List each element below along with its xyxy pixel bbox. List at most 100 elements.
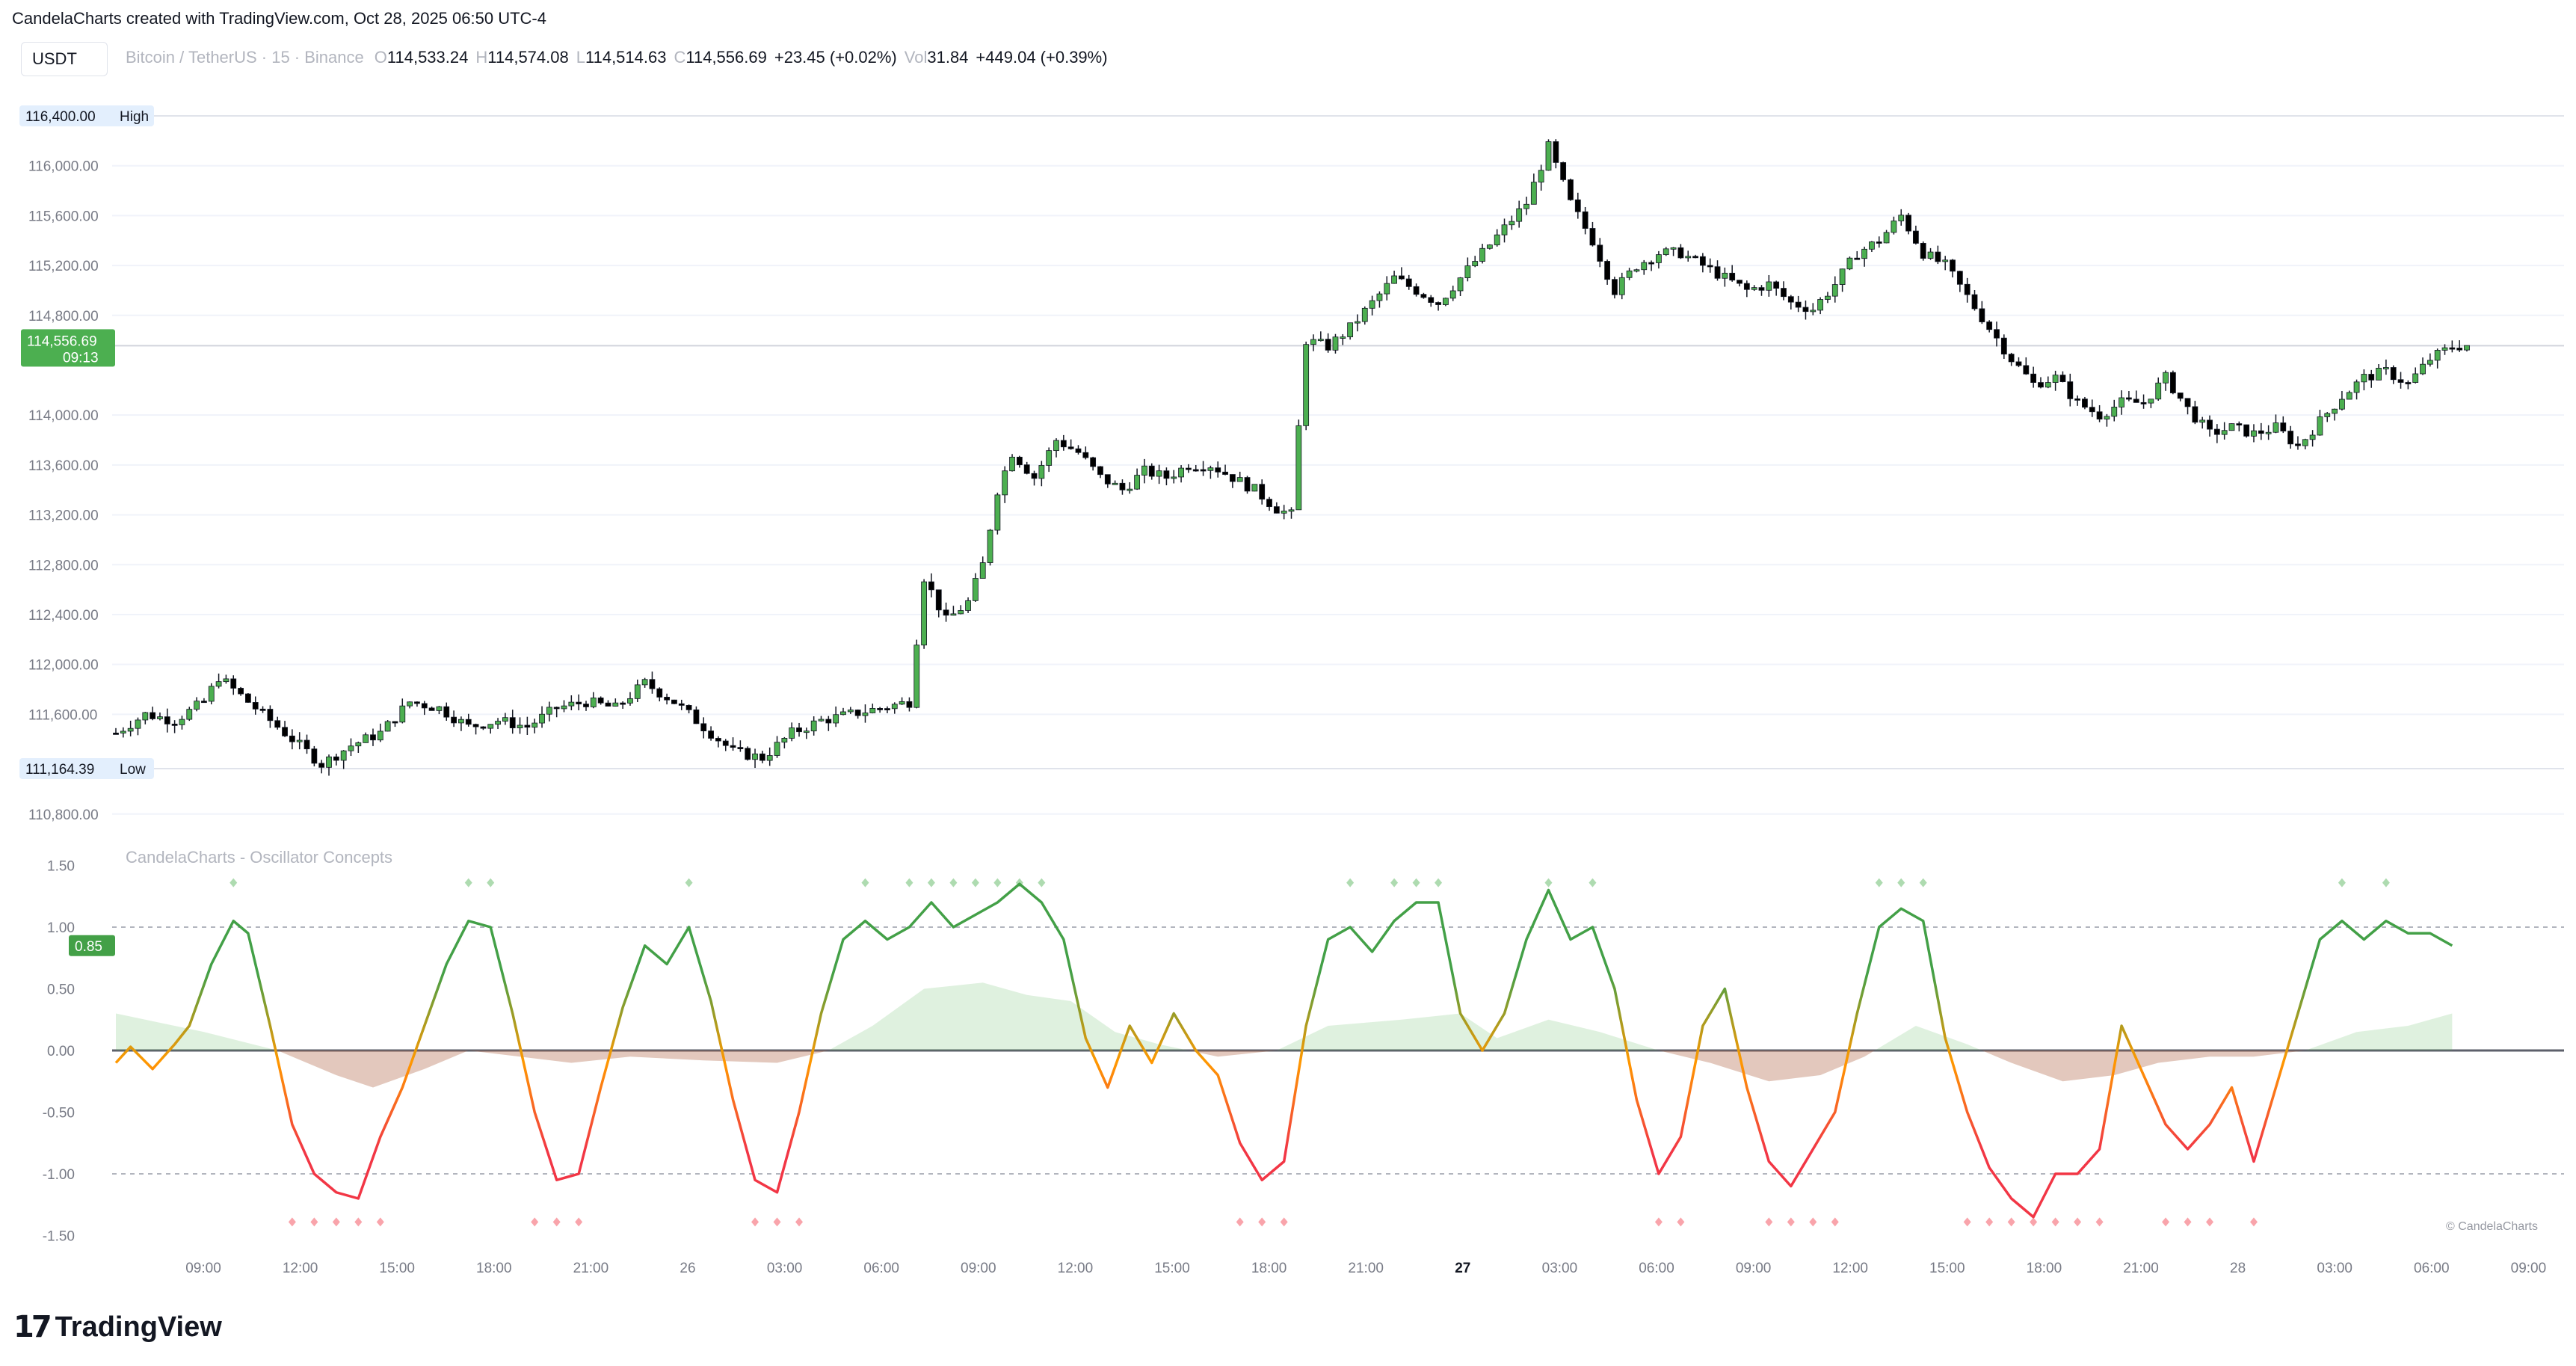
candle-bear (656, 688, 663, 698)
candle-bear (730, 745, 736, 748)
candle-bear (2169, 372, 2176, 393)
candle-bull (2045, 382, 2051, 388)
candle-bull (1545, 141, 1552, 171)
candle-bull (1134, 475, 1141, 490)
oscillator-axis: 1.50 1.00 0.50 0.00 -0.50 -1.00 -1.50 0.85 (43, 859, 115, 1245)
candle-bear (2015, 361, 2022, 366)
oversold-marker (1831, 1217, 1839, 1227)
candle-bear (1707, 265, 1713, 268)
candle-bull (2339, 399, 2345, 410)
candle-bear (1097, 466, 1103, 476)
candle-bull (2273, 422, 2279, 433)
current-price-label: 114,556.69 (27, 333, 97, 349)
candle-bear (935, 589, 942, 611)
oversold-marker (2030, 1217, 2038, 1227)
candle-bull (1207, 467, 1214, 471)
time-tick-label: 09:00 (961, 1261, 996, 1276)
candle-bull (2376, 367, 2382, 381)
candle-bear (1259, 484, 1266, 500)
candle-bear (465, 719, 472, 725)
candle-bear (428, 707, 435, 711)
candle-bear (722, 740, 729, 746)
candle-bull (1869, 241, 1875, 250)
symbol-search-box[interactable]: USDT (21, 42, 108, 76)
candle-bull (862, 713, 869, 716)
candle-bull (774, 742, 780, 756)
candle-bull (2302, 439, 2308, 446)
candle-bull (120, 730, 126, 733)
oversold-marker (376, 1217, 384, 1227)
time-tick-label: 26 (680, 1261, 695, 1276)
candle-bear (303, 739, 310, 750)
candle-bear (238, 688, 244, 695)
oscillator-tick-label: -1.50 (43, 1229, 75, 1245)
oversold-marker (795, 1217, 804, 1227)
time-tick-label: 03:00 (2317, 1261, 2352, 1276)
candle-bear (1795, 301, 1802, 308)
candle-bear (1075, 448, 1082, 453)
candle-bear (1994, 329, 2000, 339)
oversold-marker (1809, 1217, 1817, 1227)
candle-bear (1574, 199, 1581, 212)
overbought-marker (1544, 878, 1553, 887)
candle-bull (1251, 484, 1258, 492)
overbought-marker (1435, 878, 1443, 887)
candle-bear (2456, 348, 2463, 351)
candle-bull (436, 706, 443, 711)
candle-bear (2184, 398, 2191, 407)
candle-bull (127, 727, 134, 732)
indicator-title[interactable]: CandelaCharts - Oscillator Concepts (126, 848, 393, 867)
price-tick-label: 115,600.00 (28, 209, 99, 224)
candle-bull (1127, 488, 1133, 491)
candle-bear (1597, 244, 1603, 262)
candle-bull (2361, 374, 2367, 383)
current-price-countdown: 09:13 (63, 350, 99, 366)
candle-bull (1538, 170, 1544, 183)
price-tick-label: 111,600.00 (28, 707, 97, 723)
candle-bull (1846, 257, 1853, 270)
candle-bear (1244, 477, 1251, 492)
time-tick-label: 06:00 (863, 1261, 899, 1276)
oscillator-markers (229, 878, 2390, 1227)
low-tag: Low (120, 762, 146, 778)
candle-bull (186, 709, 193, 720)
candle-bear (2000, 337, 2007, 355)
candle-bear (1950, 259, 1956, 272)
candle-bull (1384, 283, 1390, 295)
candle-bull (1479, 247, 1485, 262)
tradingview-logo[interactable]: 17 TradingView (13, 1310, 222, 1344)
time-tick-label: 09:00 (185, 1261, 221, 1276)
price-tick-label: 113,200.00 (28, 508, 99, 524)
oscillator-histogram-area (116, 982, 2453, 1088)
candle-bull (531, 722, 538, 728)
overbought-marker (464, 878, 472, 887)
chart-attribution: CandelaCharts created with TradingView.c… (12, 9, 546, 28)
low-price-label: 111,164.39 (25, 762, 94, 778)
candle-bear (583, 704, 589, 707)
overbought-marker (949, 878, 958, 887)
candle-bull (590, 698, 597, 707)
candle-bull (1376, 293, 1383, 301)
candle-bull (1053, 440, 1059, 452)
candle-bear (230, 678, 237, 689)
candle-bull (1891, 221, 1897, 233)
candle-bear (1553, 141, 1559, 163)
candle-bull (2353, 381, 2360, 393)
candle-bull (326, 756, 332, 768)
candle-bull (2163, 372, 2169, 384)
candle-bull (2119, 397, 2124, 407)
candle-bull (1656, 254, 1662, 263)
candle-bear (2280, 422, 2287, 431)
candle-bull (840, 711, 846, 716)
time-tick-label: 21:00 (1348, 1261, 1384, 1276)
candle-bull (1288, 509, 1295, 512)
candle-bull (1523, 203, 1529, 209)
oscillator-line (114, 882, 2453, 1219)
candle-bull (891, 704, 898, 710)
open-label: O (374, 48, 387, 67)
candle-bear (201, 701, 207, 704)
price-grid (112, 115, 2564, 815)
candle-bear (451, 716, 457, 724)
candle-bull (950, 613, 957, 616)
